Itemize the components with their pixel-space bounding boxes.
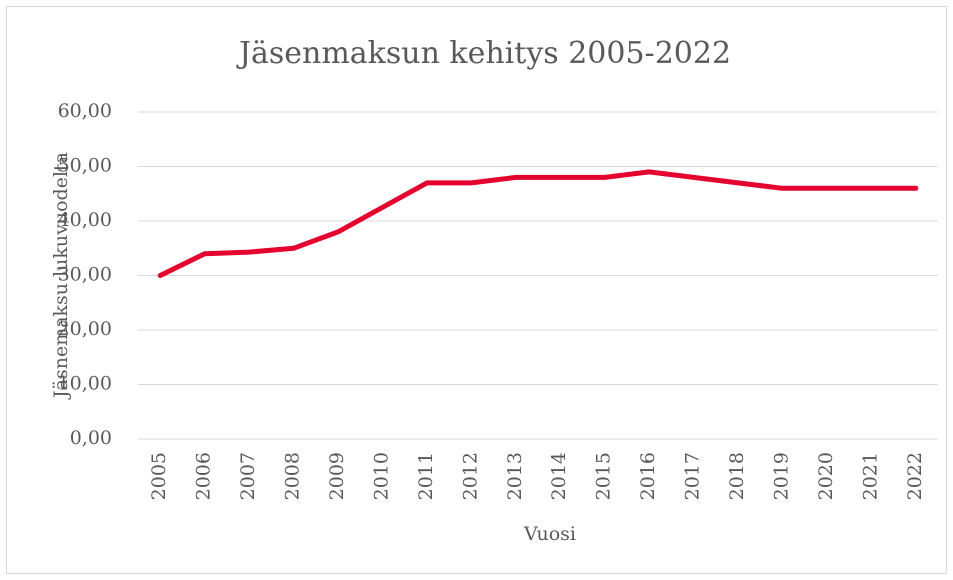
- y-tick-label: 40,00: [58, 209, 112, 231]
- x-tick-label: 2006: [193, 452, 215, 500]
- x-tick-label: 2015: [593, 452, 615, 500]
- x-tick-label: 2017: [682, 452, 704, 500]
- x-tick-label: 2019: [770, 452, 792, 500]
- line: [157, 169, 919, 278]
- chart-border: [6, 6, 947, 574]
- x-tick-label: 2021: [859, 452, 881, 500]
- y-tick-label: 60,00: [58, 100, 112, 122]
- y-axis-title: Jäsnemaksu lukuvuodelta: [50, 152, 72, 400]
- chart-title: Jäsenmaksun kehitys 2005-2022: [236, 36, 731, 71]
- x-tick-label: 2013: [504, 452, 526, 500]
- y-tick-label: 30,00: [58, 264, 112, 286]
- x-tick-label: 2008: [282, 452, 304, 500]
- x-axis-title: Vuosi: [523, 523, 576, 545]
- x-tick-label: 2012: [459, 452, 481, 500]
- x-tick-label: 2007: [237, 452, 259, 500]
- x-tick-label: 2010: [370, 452, 392, 500]
- x-tick-label: 2014: [548, 452, 570, 500]
- x-tick-label: 2005: [148, 452, 170, 500]
- x-tick-label: 2018: [726, 452, 748, 500]
- x-tick-label: 2016: [637, 452, 659, 500]
- y-tick-label: 50,00: [58, 155, 112, 177]
- y-tick-label: 20,00: [58, 318, 112, 340]
- x-tick-label: 2020: [815, 452, 837, 500]
- y-tick-label: 10,00: [58, 373, 112, 395]
- y-tick-label: 0,00: [70, 427, 112, 449]
- x-tick-label: 2011: [415, 452, 437, 500]
- x-tick-label: 2009: [326, 452, 348, 500]
- x-tick-label: 2022: [904, 452, 926, 500]
